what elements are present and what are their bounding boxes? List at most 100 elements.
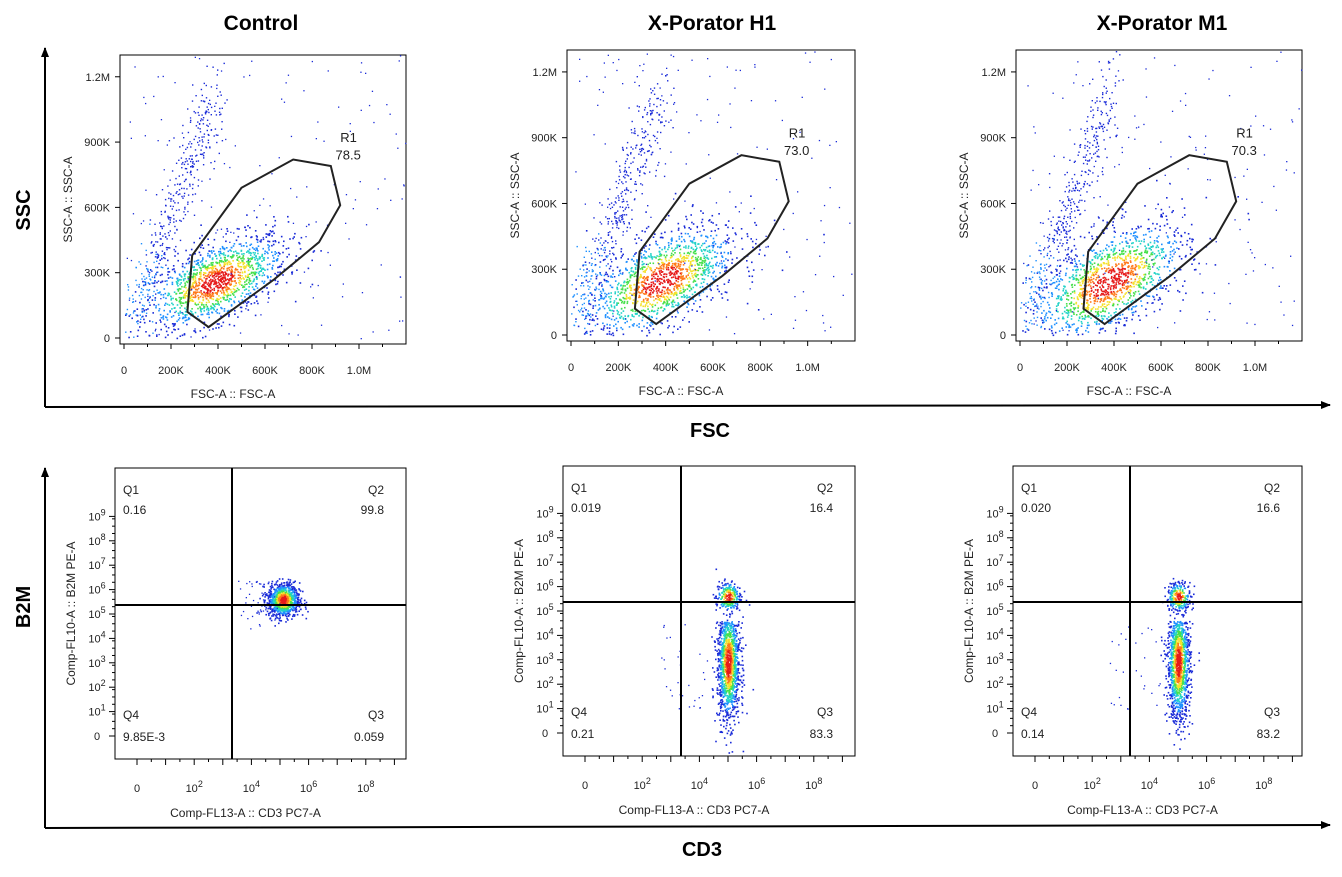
scatter-point bbox=[164, 210, 166, 213]
scatter-point bbox=[735, 233, 737, 236]
gate-r1 bbox=[633, 154, 790, 326]
scatter-point bbox=[266, 287, 268, 289]
scatter-point bbox=[641, 290, 643, 292]
scatter-point bbox=[187, 258, 189, 261]
scatter-point bbox=[1057, 317, 1060, 320]
scatter-point bbox=[188, 260, 191, 263]
scatter-point bbox=[641, 166, 644, 168]
scatter-point bbox=[1109, 287, 1112, 289]
scatter-point bbox=[679, 255, 682, 258]
scatter-point bbox=[225, 233, 227, 235]
scatter-point bbox=[171, 281, 174, 284]
scatter-point bbox=[181, 285, 183, 288]
scatter-point bbox=[630, 318, 632, 321]
scatter-point bbox=[675, 265, 677, 267]
scatter-point bbox=[695, 275, 698, 278]
scatter-point bbox=[693, 236, 696, 239]
scatter-point bbox=[1081, 315, 1083, 318]
scatter-point bbox=[1035, 305, 1037, 307]
scatter-point bbox=[237, 252, 239, 255]
scatter-point bbox=[726, 299, 729, 301]
scatter-point bbox=[662, 100, 665, 102]
scatter-point bbox=[1124, 263, 1126, 266]
scatter-point bbox=[632, 255, 635, 257]
scatter-point bbox=[684, 200, 686, 202]
scatter-point bbox=[595, 237, 597, 240]
scatter-point bbox=[648, 150, 650, 152]
scatter-point bbox=[216, 312, 219, 314]
scatter-point bbox=[670, 254, 672, 257]
scatter-point bbox=[220, 228, 223, 230]
scatter-point bbox=[199, 271, 201, 274]
row2-x-arrow bbox=[44, 821, 1331, 830]
scatter-point bbox=[1041, 319, 1044, 322]
scatter-point bbox=[615, 317, 618, 320]
scatter-point bbox=[635, 147, 637, 149]
scatter-point bbox=[211, 258, 214, 261]
scatter-point bbox=[257, 272, 260, 275]
scatter-point bbox=[198, 144, 200, 146]
scatter-point bbox=[192, 278, 195, 281]
scatter-point bbox=[204, 272, 207, 275]
scatter-point bbox=[655, 298, 657, 300]
scatter-point bbox=[618, 58, 620, 61]
scatter-point bbox=[136, 321, 138, 323]
scatter-point bbox=[614, 213, 616, 215]
scatter-point bbox=[207, 267, 210, 270]
scatter-point bbox=[630, 289, 633, 291]
scatter-point bbox=[239, 274, 241, 277]
scatter-point bbox=[617, 291, 620, 293]
x-tick-label: 600K bbox=[700, 362, 726, 374]
y-tick-label: 900K bbox=[531, 133, 557, 145]
scatter-point bbox=[665, 273, 668, 276]
scatter-point bbox=[622, 182, 624, 185]
scatter-point bbox=[761, 269, 763, 271]
scatter-point bbox=[575, 321, 577, 323]
scatter-point bbox=[190, 174, 192, 176]
scatter-point bbox=[178, 287, 181, 290]
scatter-point bbox=[1138, 280, 1141, 282]
scatter-point bbox=[670, 276, 673, 279]
scatter-point bbox=[210, 287, 212, 289]
scatter-point bbox=[156, 266, 159, 269]
scatter-point bbox=[135, 266, 137, 269]
scatter-point bbox=[656, 137, 658, 139]
scatter-point bbox=[148, 283, 151, 285]
scatter-point bbox=[643, 281, 646, 283]
scatter-point bbox=[174, 232, 176, 234]
scatter-point bbox=[249, 74, 251, 77]
scatter-point bbox=[184, 208, 186, 210]
scatter-point bbox=[706, 235, 708, 238]
scatter-point bbox=[1131, 299, 1134, 302]
scatter-point bbox=[635, 252, 637, 254]
scatter-point bbox=[699, 306, 701, 308]
scatter-point bbox=[194, 291, 196, 293]
scatter-point bbox=[159, 259, 161, 261]
scatter-point bbox=[681, 296, 683, 298]
scatter-point bbox=[218, 111, 221, 113]
scatter-point bbox=[674, 283, 677, 285]
scatter-point bbox=[656, 278, 658, 280]
scatter-point bbox=[200, 88, 203, 91]
scatter-point bbox=[165, 246, 168, 249]
scatter-point bbox=[187, 279, 190, 282]
scatter-point bbox=[1159, 298, 1162, 300]
scatter-point bbox=[183, 211, 185, 213]
scatter-point bbox=[681, 260, 683, 262]
scatter-point bbox=[600, 223, 603, 225]
scatter-point bbox=[142, 294, 144, 296]
scatter-point bbox=[671, 316, 673, 318]
scatter-point bbox=[1145, 294, 1148, 297]
scatter-point bbox=[1125, 258, 1127, 261]
scatter-points bbox=[571, 51, 853, 337]
scatter-point bbox=[644, 304, 647, 306]
scatter-point bbox=[177, 259, 179, 262]
scatter-point bbox=[708, 268, 710, 271]
scatter-point bbox=[163, 257, 165, 259]
row1-y-axis-title: SSC bbox=[13, 189, 35, 230]
scatter-point bbox=[642, 137, 644, 139]
scatter-point bbox=[1067, 295, 1070, 297]
scatter-point bbox=[646, 276, 648, 279]
scatter-point bbox=[626, 283, 628, 286]
scatter-point bbox=[182, 161, 184, 164]
